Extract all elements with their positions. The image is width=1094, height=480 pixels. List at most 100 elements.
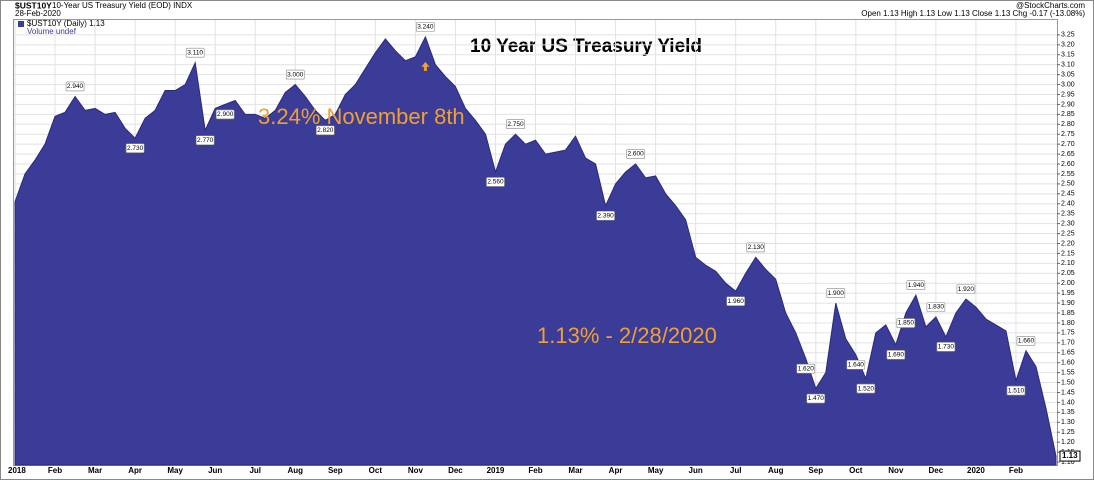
y-tick-label: 1.95 (1061, 290, 1075, 297)
value-label-box (936, 342, 956, 352)
y-tick-label: 2.15 (1061, 250, 1075, 257)
y-tick-label: 1.45 (1061, 389, 1075, 396)
y-tick-label: 2.65 (1061, 151, 1075, 158)
y-tick-label: 1.30 (1061, 419, 1075, 426)
value-label-box (926, 302, 946, 312)
y-tick-label: 3.00 (1061, 81, 1075, 88)
value-label: 1.510 (1008, 387, 1025, 394)
y-tick-label: 2.35 (1061, 211, 1075, 218)
y-tick-label: 1.40 (1061, 399, 1075, 406)
value-label: 3.240 (417, 24, 434, 31)
description: 10-Year US Treasury Yield (EOD) INDX (52, 1, 193, 10)
arrow (421, 61, 430, 71)
y-tick-label: 3.25 (1061, 32, 1075, 39)
value-label: 2.750 (507, 121, 524, 128)
x-tick-label: Oct (369, 466, 383, 475)
y-tick-label: 2.05 (1061, 270, 1075, 277)
value-label: 3.110 (187, 49, 203, 56)
value-label-box (185, 47, 205, 58)
y-tick-label: 2.95 (1061, 91, 1075, 98)
y-tick-label: 1.25 (1061, 429, 1075, 436)
x-tick-label: Sep (808, 466, 823, 475)
y-tick-label: 2.55 (1061, 171, 1075, 178)
x-tick-label: Apr (609, 466, 623, 475)
value-label-box (896, 318, 916, 328)
value-label: 1.940 (908, 282, 925, 289)
value-label-box (285, 69, 305, 80)
y-tick-label: 2.10 (1061, 260, 1075, 267)
x-tick-label: Apr (128, 466, 142, 475)
y-tick-label: 2.25 (1061, 230, 1075, 237)
value-label-box (626, 149, 645, 159)
plot: 2.940 2.730 3.110 2.770 2.900 3.000 2.820 3.240… (14, 20, 1057, 466)
last-value-tag (1059, 450, 1081, 462)
value-label: 1.960 (728, 298, 745, 305)
y-tick-label: 1.80 (1061, 320, 1075, 327)
value-label: 2.770 (197, 137, 214, 144)
value-label-box (846, 359, 866, 370)
volume-note: Volume undef (27, 27, 77, 36)
annotation: 1.13% - 2/28/2020 (537, 323, 717, 348)
last-value: 1.13 (1062, 451, 1078, 460)
x-tick-label: Nov (888, 466, 904, 475)
value-label: 1.470 (808, 395, 825, 402)
y-tick-label: 2.80 (1061, 121, 1075, 128)
quote: Open 1.13 High 1.13 Low 1.13 Close 1.13 … (861, 9, 1085, 18)
chart-title: 10 Year US Treasury Yield (470, 36, 702, 57)
y-tick-label: 1.75 (1061, 330, 1075, 337)
value-label: 2.820 (317, 127, 334, 134)
y-tick-label: 1.20 (1061, 439, 1075, 446)
value-label-box (315, 125, 335, 136)
x-tick-label: Jul (730, 466, 742, 475)
value-label-box (956, 284, 976, 294)
y-tick-label: 3.05 (1061, 71, 1075, 78)
y-tick-label: 1.35 (1061, 409, 1075, 416)
value-label: 2.390 (597, 212, 614, 219)
y-tick-label: 2.45 (1061, 191, 1075, 198)
value-label: 1.850 (898, 320, 915, 327)
annotation: 3.24% November 8th (258, 104, 465, 129)
y-tick-label: 2.75 (1061, 131, 1075, 138)
x-tick-label: Dec (929, 466, 944, 475)
x-tick-label: May (167, 466, 183, 475)
value-label-box (596, 210, 615, 221)
legend-label: $UST10Y (Daily) 1.13 (27, 19, 105, 28)
value-label: 2.130 (748, 244, 765, 251)
value-label-box (856, 383, 876, 394)
value-label-box (906, 280, 926, 290)
y-tick-label: 2.90 (1061, 101, 1075, 108)
x-tick-label: Oct (849, 466, 863, 475)
symbol: $UST10Y (15, 0, 52, 10)
value-label-box (125, 143, 145, 154)
y-tick-label: 1.70 (1061, 340, 1075, 347)
y-tick-label: 2.40 (1061, 201, 1075, 208)
x-tick-label: Jun (689, 466, 703, 475)
x-tick-label: May (648, 466, 664, 475)
x-tick-label: Sep (328, 466, 343, 475)
legend-swatch (18, 21, 24, 27)
value-label: 3.000 (287, 71, 304, 78)
value-label-box (215, 109, 235, 120)
y-tick-label: 1.50 (1061, 379, 1075, 386)
y-tick-label: 2.85 (1061, 111, 1075, 118)
value-label-box (806, 393, 826, 404)
value-label: 1.620 (798, 365, 815, 372)
value-label-box (886, 350, 906, 360)
value-label-box (506, 119, 525, 130)
value-label-box (1006, 385, 1026, 396)
x-tick-label: Mar (568, 466, 582, 475)
value-label-box (486, 177, 505, 187)
x-tick-label: 2020 (967, 466, 985, 475)
x-tick-label: 2018 (8, 466, 26, 475)
value-label: 1.640 (848, 361, 865, 368)
value-label: 1.730 (938, 344, 955, 351)
y-tick-label: 1.60 (1061, 360, 1075, 367)
y-tick-label: 2.50 (1061, 181, 1075, 188)
value-label-box (416, 22, 435, 32)
y-tick-label: 1.85 (1061, 310, 1075, 317)
date: 28-Feb-2020 (15, 9, 61, 18)
value-label: 1.830 (928, 304, 945, 311)
value-label: 2.940 (67, 83, 84, 90)
y-tick-label: 2.20 (1061, 240, 1075, 247)
